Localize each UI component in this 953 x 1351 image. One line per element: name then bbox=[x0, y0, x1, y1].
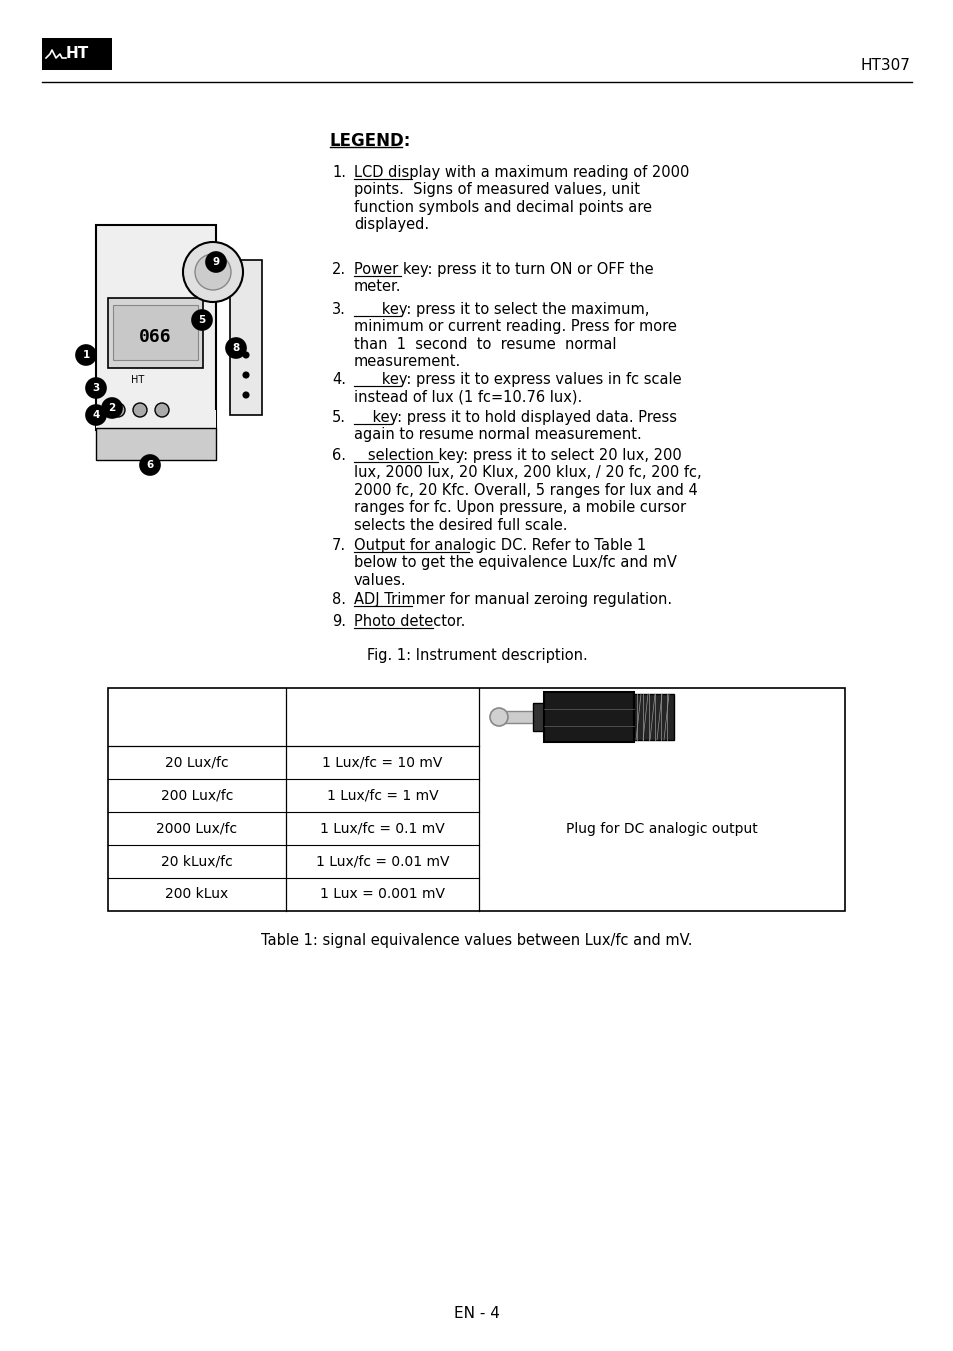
Text: 6: 6 bbox=[146, 459, 153, 470]
Text: 1 Lux/fc = 0.01 mV: 1 Lux/fc = 0.01 mV bbox=[315, 854, 449, 869]
Text: 2: 2 bbox=[109, 403, 115, 413]
Text: 4: 4 bbox=[92, 409, 99, 420]
Text: 1.: 1. bbox=[332, 165, 346, 180]
Text: 3.: 3. bbox=[332, 303, 346, 317]
Text: 8: 8 bbox=[233, 343, 239, 353]
Text: 2.: 2. bbox=[332, 262, 346, 277]
Text: 1: 1 bbox=[82, 350, 90, 359]
Text: 4.: 4. bbox=[332, 372, 346, 386]
Circle shape bbox=[192, 309, 212, 330]
Circle shape bbox=[490, 708, 507, 725]
Text: 200 Lux/fc: 200 Lux/fc bbox=[161, 789, 233, 802]
Text: Photo detector.: Photo detector. bbox=[354, 613, 465, 630]
Text: LEGEND:: LEGEND: bbox=[330, 132, 411, 150]
Text: selection key: press it to select 20 lux, 200
lux, 2000 lux, 20 Klux, 200 klux, : selection key: press it to select 20 lux… bbox=[354, 449, 700, 532]
Bar bbox=[230, 259, 262, 415]
Text: 8.: 8. bbox=[332, 592, 346, 607]
Text: 6.: 6. bbox=[332, 449, 346, 463]
Text: LCD display with a maximum reading of 2000
points.  Signs of measured values, un: LCD display with a maximum reading of 20… bbox=[354, 165, 689, 232]
Circle shape bbox=[132, 403, 147, 417]
Circle shape bbox=[86, 405, 106, 426]
Bar bbox=[112, 305, 198, 359]
Text: Output for analogic DC. Refer to Table 1
below to get the equivalence Lux/fc and: Output for analogic DC. Refer to Table 1… bbox=[354, 538, 677, 588]
Text: 2000 Lux/fc: 2000 Lux/fc bbox=[156, 821, 237, 835]
Bar bbox=[42, 38, 112, 70]
Bar bbox=[634, 694, 673, 740]
Text: 5: 5 bbox=[198, 315, 206, 326]
Text: 5.: 5. bbox=[332, 409, 346, 426]
Circle shape bbox=[102, 399, 122, 417]
Text: 9.: 9. bbox=[332, 613, 346, 630]
Text: EN - 4: EN - 4 bbox=[454, 1305, 499, 1320]
Text: 066: 066 bbox=[138, 328, 172, 346]
Text: Plug for DC analogic output: Plug for DC analogic output bbox=[565, 821, 757, 835]
Text: 9: 9 bbox=[213, 257, 219, 267]
Bar bbox=[96, 226, 215, 430]
Circle shape bbox=[226, 338, 246, 358]
Bar bbox=[108, 688, 844, 911]
Text: 20 Lux/fc: 20 Lux/fc bbox=[165, 755, 229, 770]
Text: HT307: HT307 bbox=[860, 58, 909, 73]
Bar bbox=[533, 703, 544, 731]
Text: HT: HT bbox=[66, 46, 89, 62]
Text: 1 Lux/fc = 0.1 mV: 1 Lux/fc = 0.1 mV bbox=[320, 821, 444, 835]
Text: Fig. 1: Instrument description.: Fig. 1: Instrument description. bbox=[366, 648, 587, 663]
Text: key: press it to express values in fc scale
instead of lux (1 fc=10.76 lux).: key: press it to express values in fc sc… bbox=[354, 372, 680, 404]
Text: 20 kLux/fc: 20 kLux/fc bbox=[161, 854, 233, 869]
Circle shape bbox=[243, 372, 249, 378]
Circle shape bbox=[243, 392, 249, 399]
Bar bbox=[108, 299, 203, 367]
Bar bbox=[96, 409, 215, 430]
Text: Power key: press it to turn ON or OFF the
meter.: Power key: press it to turn ON or OFF th… bbox=[354, 262, 653, 295]
Text: 1 Lux/fc = 1 mV: 1 Lux/fc = 1 mV bbox=[326, 789, 437, 802]
Circle shape bbox=[154, 403, 169, 417]
Bar bbox=[498, 711, 534, 723]
Bar bbox=[96, 428, 215, 459]
Text: key: press it to hold displayed data. Press
again to resume normal measurement.: key: press it to hold displayed data. Pr… bbox=[354, 409, 677, 442]
Text: 1 Lux = 0.001 mV: 1 Lux = 0.001 mV bbox=[319, 888, 444, 901]
Text: key: press it to select the maximum,
minimum or current reading. Press for more
: key: press it to select the maximum, min… bbox=[354, 303, 677, 369]
Circle shape bbox=[194, 254, 231, 290]
Text: 1 Lux/fc = 10 mV: 1 Lux/fc = 10 mV bbox=[322, 755, 442, 770]
Circle shape bbox=[243, 353, 249, 358]
Circle shape bbox=[140, 455, 160, 476]
Circle shape bbox=[183, 242, 243, 303]
Bar bbox=[543, 692, 634, 742]
Text: HT: HT bbox=[132, 376, 145, 385]
Circle shape bbox=[111, 403, 125, 417]
Text: Table 1: signal equivalence values between Lux/fc and mV.: Table 1: signal equivalence values betwe… bbox=[261, 934, 692, 948]
Text: 3: 3 bbox=[92, 382, 99, 393]
Text: ADJ Trimmer for manual zeroing regulation.: ADJ Trimmer for manual zeroing regulatio… bbox=[354, 592, 672, 607]
Text: 200 kLux: 200 kLux bbox=[165, 888, 229, 901]
Text: 7.: 7. bbox=[332, 538, 346, 553]
Circle shape bbox=[76, 345, 96, 365]
Circle shape bbox=[86, 378, 106, 399]
Circle shape bbox=[206, 253, 226, 272]
